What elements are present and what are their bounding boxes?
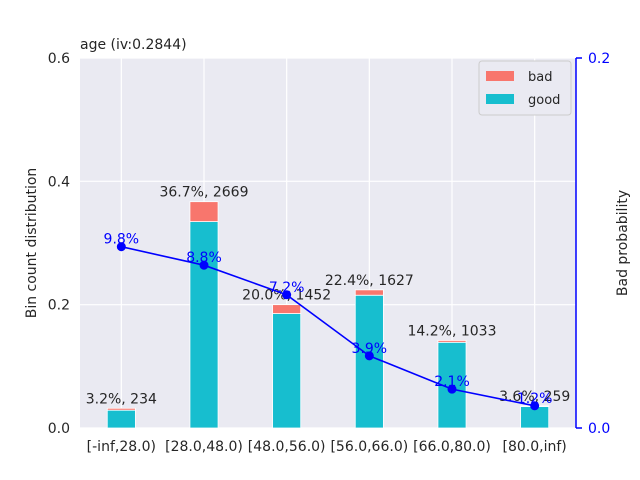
y2-axis-label: Bad probability [615,190,631,296]
bad-probability-point [364,351,374,361]
x-tick-label: [80.0,inf) [503,439,567,455]
bar-value-label: 36.7%, 2669 [159,185,248,201]
y-tick-label: 0.6 [48,51,70,67]
bad-probability-label: 9.8% [104,232,140,248]
x-tick-label: [56.0,66.0) [330,439,408,455]
bar-bad [106,407,136,411]
bad-probability-label: 7.2% [269,280,305,296]
bar-value-label: 22.4%, 1627 [325,273,414,289]
bad-probability-label: 2.1% [434,374,470,390]
bar-good [272,313,302,429]
x-tick-label: [48.0,56.0) [248,439,326,455]
axes: 0.0 0.2 0.4 0.6 [-inf,28.0) [28.0,48.0) [48.0,… [48,51,611,455]
y2-tick-label: 0.2 [588,51,610,67]
y-axis-label: Bin count distribution [24,168,40,319]
bad-probability-line: 9.8% 8.8% 7.2% 3.9% 2.1% 1.2% [104,232,553,411]
bar-value-label: 14.2%, 1033 [407,323,496,339]
y2-tick-label: 0.0 [588,421,610,437]
bad-probability-point [282,290,292,300]
x-tick-label: [66.0,80.0) [413,439,491,455]
legend: bad good [478,60,572,116]
x-tick-label: [28.0,48.0) [165,439,243,455]
bad-probability-label: 1.2% [517,391,553,407]
bar-good [354,294,384,429]
legend-swatch-good [486,94,514,104]
bar-bad [189,201,219,223]
legend-label-good: good [528,93,560,108]
bar-bad [354,289,384,296]
bad-probability-polyline [121,245,535,407]
bad-probability-label: 8.8% [186,250,222,266]
legend-swatch-bad [486,71,514,81]
bad-probability-point [199,260,209,270]
bad-probability-label: 3.9% [352,341,388,357]
bars [106,201,550,429]
bad-probability-point [116,242,126,252]
bar-value-label: 3.6%, 259 [499,389,570,405]
bar-bad [437,340,467,343]
plot-background [80,58,576,428]
chart-title: age (iv:0.2844) [80,37,187,53]
bar-good [106,409,136,429]
bad-probability-point [530,401,540,411]
bad-probability-point [447,384,457,394]
legend-label-bad: bad [528,70,552,85]
y-tick-label: 0.2 [48,298,70,314]
x-tick-label: [-inf,28.0) [87,439,156,455]
bar-good [189,221,219,429]
y-tick-label: 0.4 [48,174,70,190]
bar-value-label: 3.2%, 234 [86,391,157,407]
y-tick-label: 0.0 [48,421,70,437]
bar-bad [272,304,302,314]
